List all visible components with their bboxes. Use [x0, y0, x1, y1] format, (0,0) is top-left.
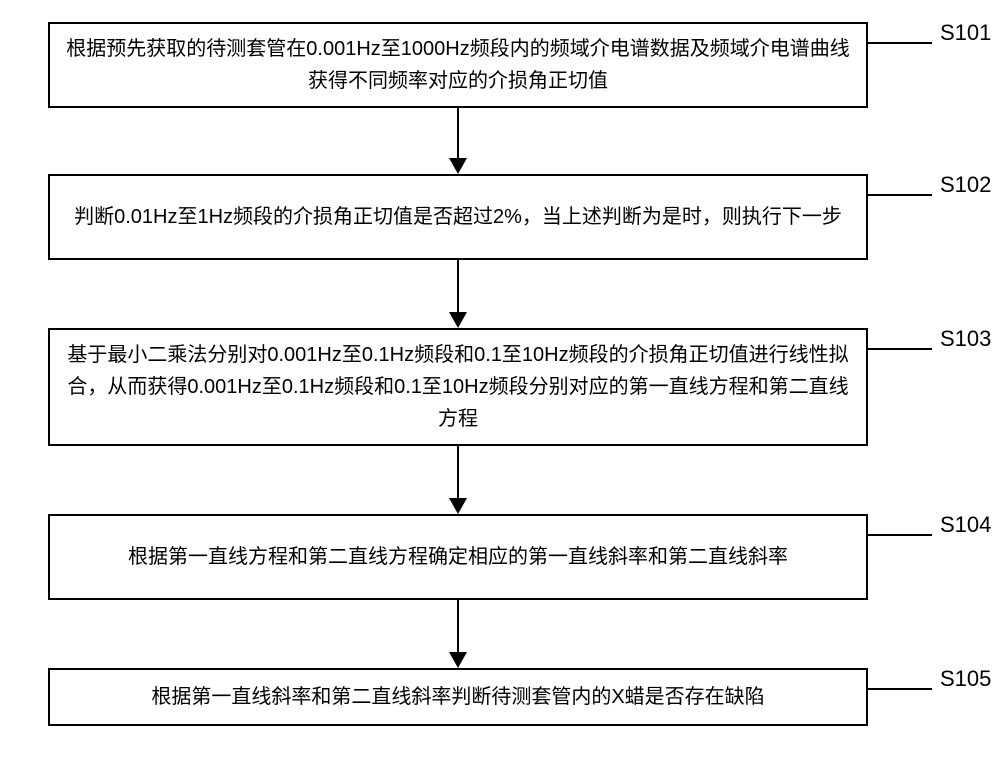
arrow-line: [457, 260, 459, 312]
arrow-head-icon: [449, 312, 467, 328]
step-label-s103: S103: [940, 326, 991, 352]
arrow-head-icon: [449, 652, 467, 668]
step-text-s103: 基于最小二乘法分别对0.001Hz至0.1Hz频段和0.1至10Hz频段的介损角…: [62, 339, 854, 435]
label-connector-s103: [868, 348, 932, 350]
arrow-line: [457, 600, 459, 652]
label-connector-s105: [868, 688, 932, 690]
step-box-s103: 基于最小二乘法分别对0.001Hz至0.1Hz频段和0.1至10Hz频段的介损角…: [48, 328, 868, 446]
step-box-s105: 根据第一直线斜率和第二直线斜率判断待测套管内的X蜡是否存在缺陷: [48, 668, 868, 726]
step-text-s105: 根据第一直线斜率和第二直线斜率判断待测套管内的X蜡是否存在缺陷: [62, 681, 854, 713]
arrow-line: [457, 108, 459, 158]
flowchart-canvas: 根据预先获取的待测套管在0.001Hz至1000Hz频段内的频域介电谱数据及频域…: [0, 0, 1000, 758]
arrow-head-icon: [449, 498, 467, 514]
step-label-s102: S102: [940, 172, 991, 198]
step-label-s105: S105: [940, 666, 991, 692]
step-text-s104: 根据第一直线方程和第二直线方程确定相应的第一直线斜率和第二直线斜率: [62, 541, 854, 573]
arrow-head-icon: [449, 158, 467, 174]
label-connector-s104: [868, 534, 932, 536]
step-text-s101: 根据预先获取的待测套管在0.001Hz至1000Hz频段内的频域介电谱数据及频域…: [62, 33, 854, 97]
step-box-s101: 根据预先获取的待测套管在0.001Hz至1000Hz频段内的频域介电谱数据及频域…: [48, 22, 868, 108]
arrow-line: [457, 446, 459, 498]
step-box-s102: 判断0.01Hz至1Hz频段的介损角正切值是否超过2%，当上述判断为是时，则执行…: [48, 174, 868, 260]
label-connector-s102: [868, 194, 932, 196]
step-text-s102: 判断0.01Hz至1Hz频段的介损角正切值是否超过2%，当上述判断为是时，则执行…: [62, 201, 854, 233]
label-connector-s101: [868, 42, 932, 44]
step-box-s104: 根据第一直线方程和第二直线方程确定相应的第一直线斜率和第二直线斜率: [48, 514, 868, 600]
step-label-s101: S101: [940, 20, 991, 46]
step-label-s104: S104: [940, 512, 991, 538]
